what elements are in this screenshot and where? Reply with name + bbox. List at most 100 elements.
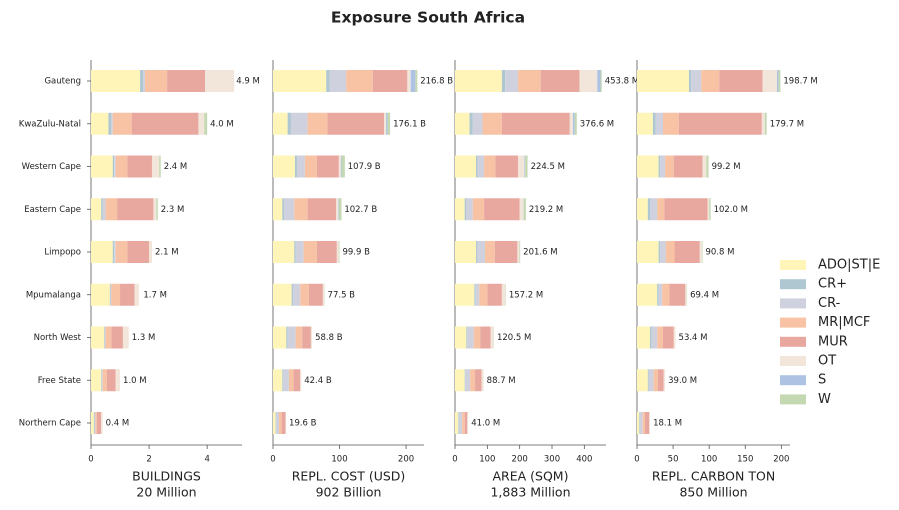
bar-segment <box>467 326 474 349</box>
bar-segment <box>517 241 520 263</box>
bar-segment <box>308 283 323 306</box>
bar-segment <box>642 412 645 434</box>
total-label: 90.8 M <box>706 248 735 258</box>
bar-segment <box>102 198 106 221</box>
total-label: 88.7 M <box>487 376 516 386</box>
bar-segment <box>338 241 340 263</box>
bar-segment <box>518 155 525 178</box>
bar-segment <box>303 241 317 263</box>
bar-segment <box>455 241 477 263</box>
bar-segment <box>678 112 762 135</box>
bar-segment <box>114 155 116 178</box>
bar-segment <box>637 198 648 221</box>
bar-segment <box>479 283 488 306</box>
bar-segment <box>96 412 102 434</box>
bar-segment <box>112 112 132 135</box>
legend-label: MR|MCF <box>818 315 870 330</box>
bar-segment <box>95 412 97 434</box>
bar-segment <box>273 70 327 92</box>
bar-segment <box>91 155 113 178</box>
bar-segment <box>104 326 105 349</box>
bar-segment <box>674 241 700 263</box>
bar-segment <box>338 198 342 221</box>
total-label: 4.0 M <box>210 119 234 129</box>
bar-segment <box>707 198 710 221</box>
bar-segment <box>525 155 528 178</box>
bar-segment <box>481 369 484 392</box>
total-label: 120.5 M <box>497 333 531 343</box>
bar-segment <box>644 412 650 434</box>
bar-segment <box>108 112 112 135</box>
y-tick-label: Limpopo <box>44 248 81 258</box>
bar-segment <box>600 70 602 92</box>
total-label: 99.2 M <box>712 162 741 172</box>
bar-segment <box>523 198 526 221</box>
bar-segment <box>660 155 666 178</box>
legend-label: CR+ <box>818 277 847 292</box>
total-label: 1.0 M <box>123 376 147 386</box>
bar-segment <box>284 198 295 221</box>
bar-segment <box>465 369 471 392</box>
total-label: 198.7 M <box>783 77 817 87</box>
bar-segment <box>639 412 640 434</box>
bar-segment <box>204 112 208 135</box>
bar-segment <box>476 241 486 263</box>
bar-segment <box>464 198 467 221</box>
bar-segment <box>660 241 666 263</box>
bar-segment <box>658 241 661 263</box>
bar-segment <box>91 112 109 135</box>
bar-segment <box>637 155 659 178</box>
bar-segment <box>664 198 708 221</box>
bar-segment <box>304 155 317 178</box>
bar-segment <box>101 412 103 434</box>
bar-segment <box>410 70 416 92</box>
bar-segment <box>669 283 686 306</box>
bar-segment <box>307 198 337 221</box>
bar-segment <box>198 112 205 135</box>
bar-segment <box>114 241 116 263</box>
x-tick-label: 4 <box>204 455 209 465</box>
bar-segment <box>310 326 313 349</box>
bar-segment <box>637 283 658 306</box>
bar-segment <box>273 283 292 306</box>
bar-segment <box>519 241 521 263</box>
bar-segment <box>91 241 113 263</box>
bar-segment <box>134 283 139 306</box>
bar-segment <box>105 198 118 221</box>
bar-segment <box>662 283 670 306</box>
legend-label: ADO|ST|E <box>818 258 880 273</box>
bar-segment <box>286 326 288 349</box>
legend-swatch <box>780 317 806 328</box>
total-label: 216.8 B <box>420 77 453 87</box>
bar-segment <box>657 283 659 306</box>
bar-segment <box>648 369 654 392</box>
bar-segment <box>115 155 128 178</box>
x-tick-label: 300 <box>544 455 560 465</box>
bar-segment <box>477 155 485 178</box>
bar-segment <box>467 412 469 434</box>
bar-segment <box>151 155 160 178</box>
bar-segment <box>574 112 577 135</box>
x-tick-label: 200 <box>398 455 414 465</box>
bar-segment <box>658 283 663 306</box>
bar-segment <box>127 155 152 178</box>
bar-segment <box>458 412 463 434</box>
bar-segment <box>464 369 466 392</box>
total-label: 58.8 B <box>315 333 343 343</box>
legend-swatch <box>780 260 806 270</box>
bar-segment <box>115 369 121 392</box>
y-tick-label: Free State <box>38 376 81 386</box>
bar-segment <box>159 155 161 178</box>
legend-label: W <box>818 392 831 407</box>
bar-segment <box>709 198 711 221</box>
bar-segment <box>341 155 345 178</box>
bar-segment <box>490 326 494 349</box>
bar-segment <box>637 112 653 135</box>
bar-segment <box>278 412 282 434</box>
bar-segment <box>101 369 102 392</box>
bar-segment <box>637 70 689 92</box>
bar-segment <box>145 70 168 92</box>
total-label: 53.4 M <box>679 333 708 343</box>
bar-segment <box>673 326 676 349</box>
